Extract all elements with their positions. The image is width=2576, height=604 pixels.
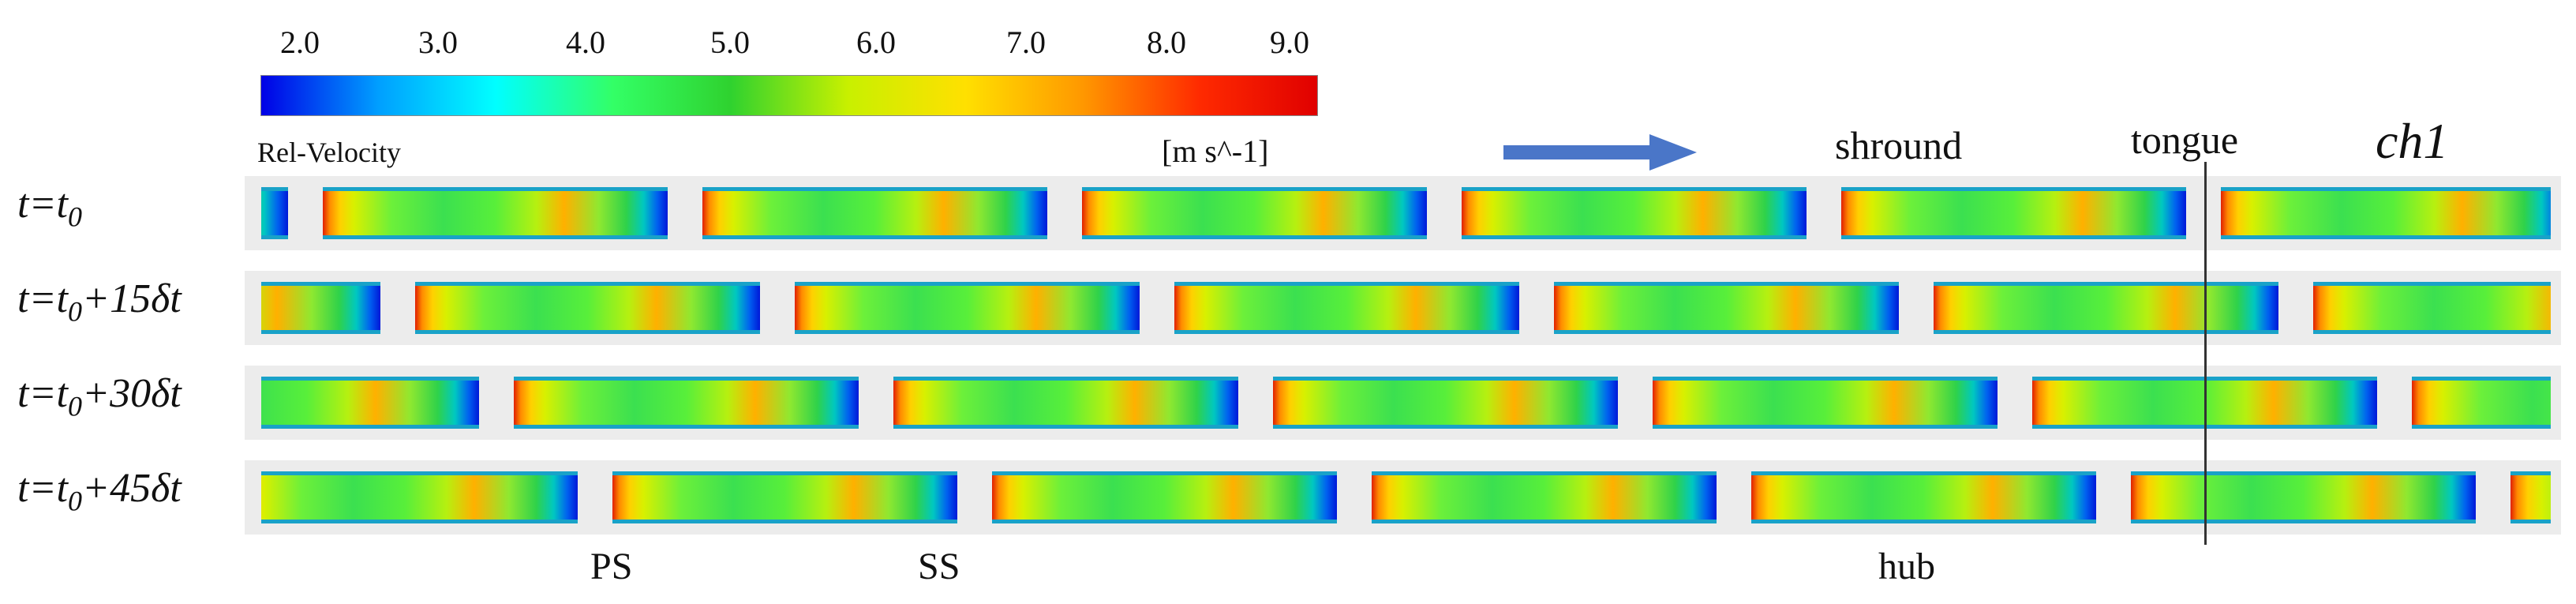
colorbar-tick-5: 5.0 [710, 24, 750, 60]
colorbar-tick-4: 4.0 [566, 24, 605, 60]
blade-channel-contour [323, 187, 668, 239]
blade-channel-contour [1653, 377, 1998, 429]
channel-label: ch1 [2376, 113, 2449, 169]
blade-channel-contour [261, 471, 578, 523]
right-arrow-icon [1503, 134, 1697, 171]
blade-channel-contour [1273, 377, 1618, 429]
velocity-colorbar [260, 75, 1318, 116]
arrow-head [1649, 134, 1697, 171]
time-label: t=t0+30δt [17, 371, 182, 422]
blade-channel-contour [1841, 187, 2186, 239]
colorbar-tick-9: 9.0 [1270, 24, 1309, 60]
blade-channel-contour [2221, 187, 2551, 239]
blade-channel-contour [893, 377, 1238, 429]
blade-channel-contour [1554, 282, 1899, 334]
time-label: t=t0+45δt [17, 466, 182, 517]
shroud-label: shround [1835, 123, 1963, 167]
time-label: t=t0 [17, 182, 82, 233]
colorbar-tick-7: 7.0 [1006, 24, 1046, 60]
blade-channel-contour [1462, 187, 1807, 239]
blade-channel-contour [2313, 282, 2551, 334]
blade-channel-contour [1372, 471, 1717, 523]
blade-channel-contour [1082, 187, 1427, 239]
colorbar-tick-2: 2.0 [280, 24, 320, 60]
legend-units: [m s^-1] [1162, 133, 1269, 169]
blade-channel-contour [415, 282, 760, 334]
time-label: t=t0+15δt [17, 276, 182, 328]
suction-side-label: SS [918, 546, 960, 587]
blade-channel-contour [2510, 471, 2551, 523]
tongue-line [2204, 162, 2207, 545]
blade-channel-contour [261, 377, 479, 429]
hub-label: hub [1878, 546, 1935, 587]
blade-channel-contour [514, 377, 859, 429]
colorbar-tick-6: 6.0 [856, 24, 896, 60]
blade-channel-contour [1934, 282, 2278, 334]
colorbar-tick-8: 8.0 [1147, 24, 1186, 60]
blade-channel-contour [2131, 471, 2476, 523]
blade-channel-contour [1174, 282, 1519, 334]
blade-channel-contour [261, 187, 288, 239]
blade-channel-contour [261, 282, 380, 334]
blade-channel-contour [2412, 377, 2551, 429]
blade-channel-contour [1751, 471, 2096, 523]
blade-channel-contour [702, 187, 1047, 239]
colorbar-tick-3: 3.0 [418, 24, 458, 60]
tongue-label: tongue [2131, 118, 2239, 162]
pressure-side-label: PS [590, 546, 633, 587]
legend-title: Rel-Velocity [257, 137, 401, 168]
blade-channel-contour [795, 282, 1140, 334]
arrow-shaft [1503, 145, 1649, 159]
blade-channel-contour [612, 471, 957, 523]
blade-channel-contour [992, 471, 1337, 523]
